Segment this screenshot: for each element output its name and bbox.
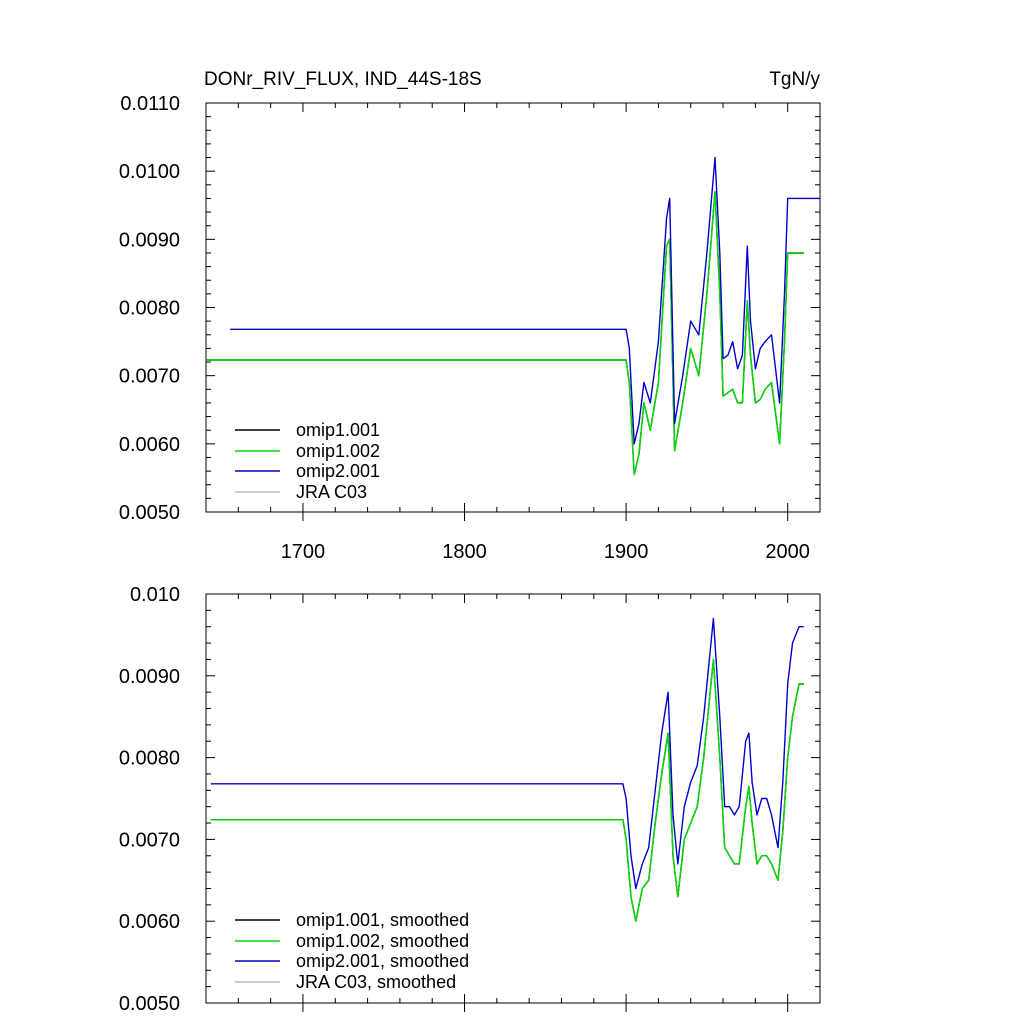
bottom-legend: omip1.001, smoothed omip1.002, smoothed … [235, 910, 469, 992]
bottom-panel: 0.0050 0.0060 0.0070 0.0080 0.0090 0.010 [119, 584, 821, 1015]
x-tick-label: 1700 [281, 541, 326, 563]
y-tick-label: 0.0100 [119, 161, 180, 183]
legend-label-jra-c03-smoothed: JRA C03, smoothed [296, 972, 456, 992]
legend-label-omip1-002-smoothed: omip1.002, smoothed [296, 931, 469, 951]
x-tick-label: 1900 [604, 541, 649, 563]
legend-label-jra-c03: JRA C03 [296, 482, 367, 502]
legend-label-omip1-001-smoothed: omip1.001, smoothed [296, 910, 469, 930]
y-tick-label: 0.0050 [119, 993, 180, 1015]
y-tick-label: 0.0060 [119, 911, 180, 933]
legend-label-omip2-001-smoothed: omip2.001, smoothed [296, 951, 469, 971]
series-line-omip1-001 [210, 658, 804, 922]
series-line-omip2-001 [230, 156, 820, 445]
top-legend: omip1.001 omip1.002 omip2.001 JRA C03 [235, 420, 380, 502]
y-tick-label: 0.0080 [119, 298, 180, 320]
legend-label-omip1-002: omip1.002 [296, 441, 380, 461]
y-tick-label: 0.0070 [119, 829, 180, 851]
y-tick-label: 0.0050 [119, 502, 180, 524]
legend-label-omip2-001: omip2.001 [296, 461, 380, 481]
series-line-omip1-002 [206, 190, 804, 476]
y-tick-label: 0.0080 [119, 748, 180, 770]
units-label: TgN/y [769, 69, 820, 90]
series-line-omip2-001 [210, 617, 804, 890]
y-tick-label: 0.0090 [119, 229, 180, 251]
plot-frame [205, 593, 821, 1004]
legend-label-omip1-001: omip1.001 [296, 420, 380, 440]
y-tick-label: 0.010 [130, 584, 180, 606]
y-tick-label: 0.0060 [119, 434, 180, 456]
y-tick-label: 0.0090 [119, 666, 180, 688]
x-tick-label: 2000 [765, 541, 810, 563]
series-line-omip1-002 [210, 658, 804, 922]
chart-title: DONr_RIV_FLUX, IND_44S-18S [204, 69, 482, 90]
y-tick-label: 0.0070 [119, 366, 180, 388]
y-tick-label: 0.0110 [120, 93, 180, 115]
top-panel: 0.0050 0.0060 0.0070 0.0080 0.0090 0.0100 0.01… [119, 93, 821, 563]
x-tick-label: 1800 [442, 541, 487, 563]
